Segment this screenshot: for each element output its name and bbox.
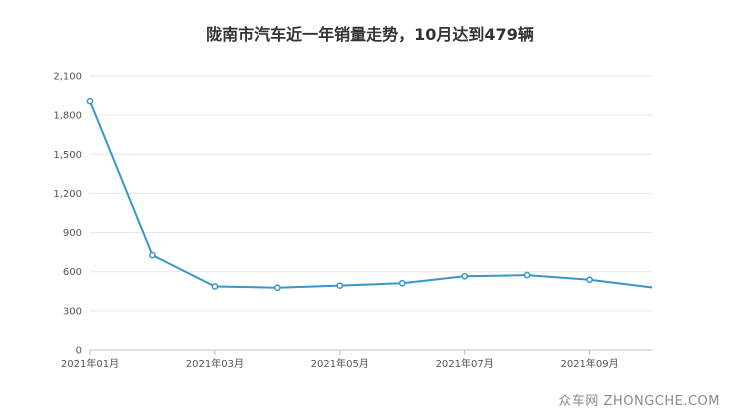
y-tick-label: 300 (63, 306, 82, 317)
data-point (149, 251, 156, 259)
x-tick-labels: 2021年01月 2021年03月 2021年05月 2021年07月 2021年09月 (61, 357, 619, 370)
y-tick-label: 900 (63, 228, 82, 239)
series (86, 97, 653, 292)
data-point (336, 282, 344, 290)
data-point (586, 276, 593, 284)
gridlines (90, 75, 652, 312)
series-line (89, 100, 653, 289)
x-tick-label: 2021年03月 (186, 357, 244, 370)
x-tick-label: 2021年07月 (436, 357, 494, 370)
x-tick-label: 2021年09月 (560, 357, 618, 370)
y-tick-label: 1,800 (53, 111, 82, 122)
watermark: 众车网 ZHONGCHE.COM (558, 394, 720, 409)
x-tick-label: 2021年01月 (61, 357, 119, 370)
y-tick-label: 1,500 (53, 150, 82, 161)
axes (89, 349, 652, 355)
data-point (398, 279, 406, 287)
data-point (461, 272, 469, 280)
data-point (523, 271, 531, 279)
y-tick-label: 0 (76, 346, 82, 357)
chart-title: 陇南市汽车近一年销量走势，10月达到479辆 (206, 25, 534, 44)
y-tick-labels: 0 300 600 900 1,200 1,500 1,800 2,100 (53, 72, 82, 357)
x-tick-label: 2021年05月 (311, 357, 369, 370)
y-tick-label: 2,100 (53, 72, 82, 83)
data-point (86, 97, 94, 105)
data-point (211, 283, 219, 290)
data-point (273, 284, 281, 292)
y-tick-label: 600 (63, 267, 82, 278)
y-tick-label: 1,200 (53, 189, 82, 200)
